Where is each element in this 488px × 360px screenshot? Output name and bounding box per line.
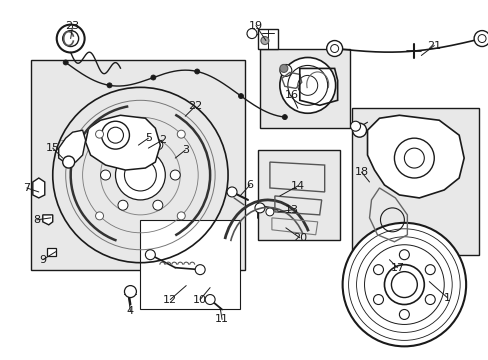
Text: 7: 7 [23, 183, 30, 193]
Circle shape [226, 187, 237, 197]
Circle shape [62, 31, 79, 46]
Circle shape [352, 123, 366, 137]
Text: 1: 1 [443, 293, 450, 302]
Text: 11: 11 [215, 314, 228, 324]
Circle shape [287, 66, 327, 105]
Polygon shape [31, 60, 244, 270]
Circle shape [115, 150, 165, 200]
Circle shape [118, 200, 128, 210]
Text: 9: 9 [39, 255, 46, 265]
Text: 19: 19 [248, 21, 263, 31]
Text: 16: 16 [284, 90, 298, 100]
Circle shape [350, 121, 360, 131]
Circle shape [261, 37, 268, 45]
Circle shape [177, 130, 185, 138]
Circle shape [384, 265, 424, 305]
Circle shape [254, 203, 264, 213]
Circle shape [194, 69, 199, 74]
Circle shape [63, 60, 68, 65]
Polygon shape [258, 150, 339, 240]
Circle shape [373, 294, 383, 305]
Circle shape [279, 58, 335, 113]
Text: 14: 14 [290, 181, 304, 191]
Text: 12: 12 [163, 294, 177, 305]
Polygon shape [367, 115, 463, 198]
Polygon shape [42, 215, 53, 225]
Polygon shape [47, 248, 56, 256]
Circle shape [326, 41, 342, 57]
Circle shape [399, 310, 408, 319]
Circle shape [101, 170, 110, 180]
Circle shape [246, 28, 256, 39]
Text: 3: 3 [182, 145, 188, 155]
Circle shape [473, 31, 488, 46]
Circle shape [265, 208, 273, 216]
Polygon shape [260, 49, 349, 128]
Circle shape [195, 265, 205, 275]
Polygon shape [140, 220, 240, 310]
Circle shape [153, 200, 163, 210]
Text: 20: 20 [292, 233, 306, 243]
Circle shape [153, 140, 163, 150]
Circle shape [124, 285, 136, 298]
Circle shape [279, 64, 291, 76]
Circle shape [170, 170, 180, 180]
Circle shape [238, 94, 243, 99]
Text: 10: 10 [193, 294, 207, 305]
Circle shape [145, 250, 155, 260]
Circle shape [390, 272, 416, 298]
Circle shape [282, 114, 287, 120]
Circle shape [118, 140, 128, 150]
Circle shape [95, 212, 103, 220]
Circle shape [399, 250, 408, 260]
Circle shape [62, 156, 75, 168]
Polygon shape [258, 28, 277, 49]
Polygon shape [59, 130, 85, 163]
Circle shape [205, 294, 215, 305]
Polygon shape [85, 115, 160, 170]
Text: 8: 8 [33, 215, 41, 225]
Text: 21: 21 [427, 41, 441, 50]
Circle shape [177, 212, 185, 220]
Text: 5: 5 [144, 133, 152, 143]
Circle shape [342, 223, 465, 346]
Text: 17: 17 [389, 263, 404, 273]
Circle shape [279, 64, 287, 72]
Text: 2: 2 [159, 135, 165, 145]
Circle shape [57, 24, 84, 53]
Circle shape [425, 294, 434, 305]
Text: 23: 23 [65, 21, 80, 31]
Polygon shape [351, 108, 478, 255]
Text: 18: 18 [354, 167, 368, 177]
Circle shape [151, 75, 156, 80]
Text: 4: 4 [126, 306, 134, 316]
Circle shape [124, 159, 156, 191]
Circle shape [425, 265, 434, 275]
Text: 15: 15 [46, 143, 60, 153]
Text: 13: 13 [284, 205, 298, 215]
Text: 22: 22 [188, 101, 202, 111]
Circle shape [373, 265, 383, 275]
Text: 6: 6 [246, 180, 253, 190]
Circle shape [95, 130, 103, 138]
Polygon shape [33, 178, 45, 198]
Circle shape [107, 83, 112, 88]
